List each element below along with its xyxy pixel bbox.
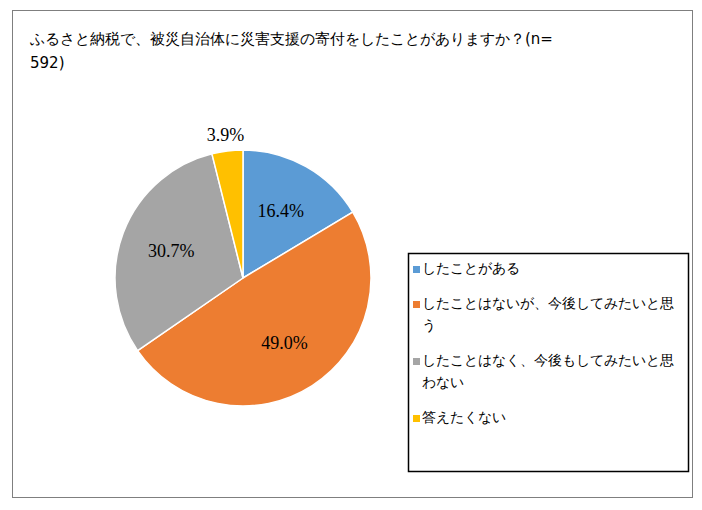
title: ふるさと納税で、被災自治体に災害支援の寄付をしたことがありますか？(n= 592) — [29, 30, 553, 72]
pie-slice — [212, 150, 243, 278]
legend-box — [409, 254, 689, 472]
legend-swatch — [413, 266, 420, 273]
legend-swatch — [413, 358, 420, 365]
legend-label: したことがある — [422, 260, 520, 276]
pie — [115, 150, 371, 406]
frame — [13, 11, 693, 498]
legend-label: したことはないが、今後してみたいと思う — [422, 295, 674, 333]
legend-label: したことはなく、今後もしてみたいと思わない — [422, 352, 674, 390]
legend-swatch — [413, 415, 420, 422]
text-line: したことがある — [422, 260, 520, 276]
data-labels: 16.4% 49.0% 30.7% 3.9% — [148, 125, 308, 353]
text-line: 592) — [30, 54, 64, 72]
text-line: したことはないが、今後してみたいと思 — [422, 295, 674, 311]
data-label: 3.9% — [207, 125, 245, 145]
data-label: 16.4% — [258, 201, 305, 221]
data-label: 30.7% — [148, 241, 195, 261]
text-line: う — [422, 317, 436, 333]
legend-label: 答えたくない — [422, 409, 506, 425]
text-line: わない — [422, 374, 464, 390]
legend-swatch — [413, 301, 420, 308]
chart: ふるさと納税で、被災自治体に災害支援の寄付をしたことがありますか？(n= 592)… — [0, 0, 702, 510]
data-label: 49.0% — [261, 333, 308, 353]
text-line: 答えたくない — [422, 409, 506, 425]
legend: したことがあるしたことはないが、今後してみたいと思うしたことはなく、今後もしてみ… — [409, 254, 689, 472]
text-line: ふるさと納税で、被災自治体に災害支援の寄付をしたことがありますか？(n= — [29, 30, 553, 48]
text-line: したことはなく、今後もしてみたいと思 — [422, 352, 674, 368]
